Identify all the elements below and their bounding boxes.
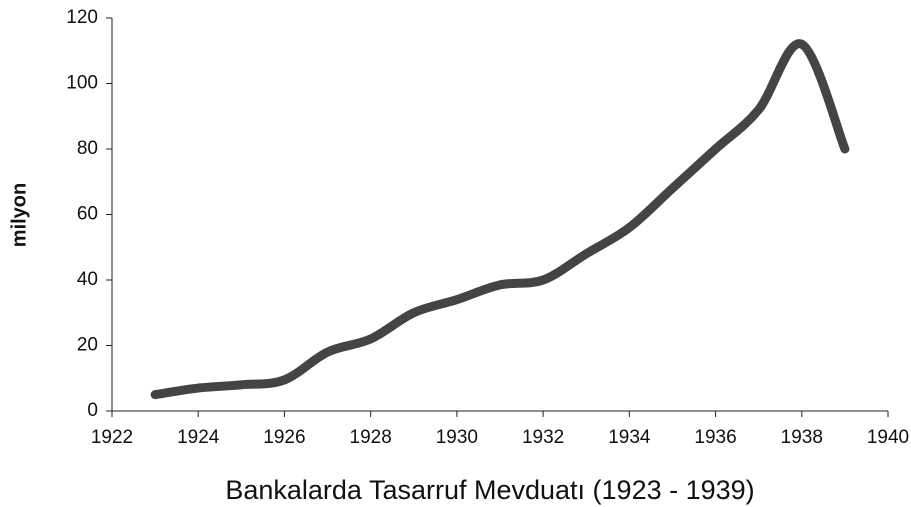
x-tick-label: 1936: [694, 427, 736, 448]
x-tick-label: 1932: [522, 427, 564, 448]
x-tick-label: 1938: [781, 427, 823, 448]
x-tick-label: 1940: [867, 427, 909, 448]
x-tick-label: 1934: [608, 427, 651, 448]
y-tick-label: 0: [87, 400, 98, 421]
y-tick-label: 20: [77, 335, 98, 356]
data-line: [150, 39, 850, 400]
y-tick-label: 60: [77, 204, 98, 225]
y-axis-label: milyon: [8, 183, 30, 247]
x-tick-label: 1926: [263, 427, 305, 448]
x-tick-label: 1930: [436, 427, 478, 448]
x-tick-label: 1922: [91, 427, 133, 448]
y-tick-label: 120: [66, 7, 98, 28]
x-tick-label: 1924: [177, 427, 220, 448]
y-tick-label: 100: [66, 73, 98, 94]
chart-title: Bankalarda Tasarruf Mevduatı (1923 - 193…: [225, 475, 754, 505]
x-tick-label: 1928: [350, 427, 392, 448]
y-tick-label: 80: [77, 138, 98, 159]
y-tick-label: 40: [77, 269, 98, 290]
